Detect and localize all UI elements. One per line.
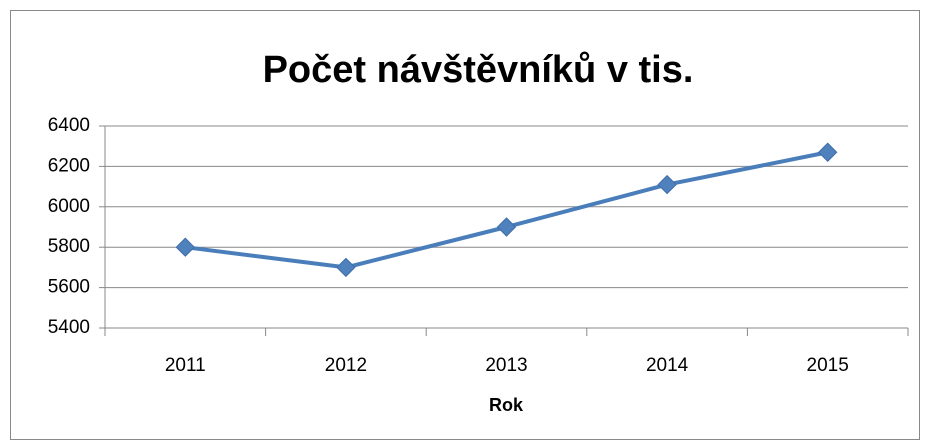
- y-tick-label: 5400: [48, 317, 90, 338]
- chart-title: Počet návštěvníků v tis.: [263, 49, 694, 91]
- y-tick-label: 6000: [48, 196, 90, 217]
- y-tick-label: 6400: [48, 115, 90, 136]
- chart-frame: [10, 10, 920, 440]
- data-point: [175, 237, 196, 257]
- y-tick-label: 5800: [48, 236, 90, 257]
- y-tick-label: 6200: [48, 155, 90, 176]
- data-point: [817, 142, 838, 162]
- x-tick-label: 2014: [646, 355, 689, 376]
- x-tick-label: 2012: [325, 355, 367, 376]
- x-tick-label: 2015: [807, 355, 849, 376]
- x-axis-title: Rok: [489, 395, 524, 415]
- x-tick-label: 2013: [485, 355, 527, 376]
- data-point: [496, 217, 517, 237]
- x-tick-label: 2011: [165, 355, 206, 376]
- data-point: [336, 257, 356, 278]
- data-point: [657, 174, 677, 195]
- y-tick-label: 5600: [48, 277, 90, 298]
